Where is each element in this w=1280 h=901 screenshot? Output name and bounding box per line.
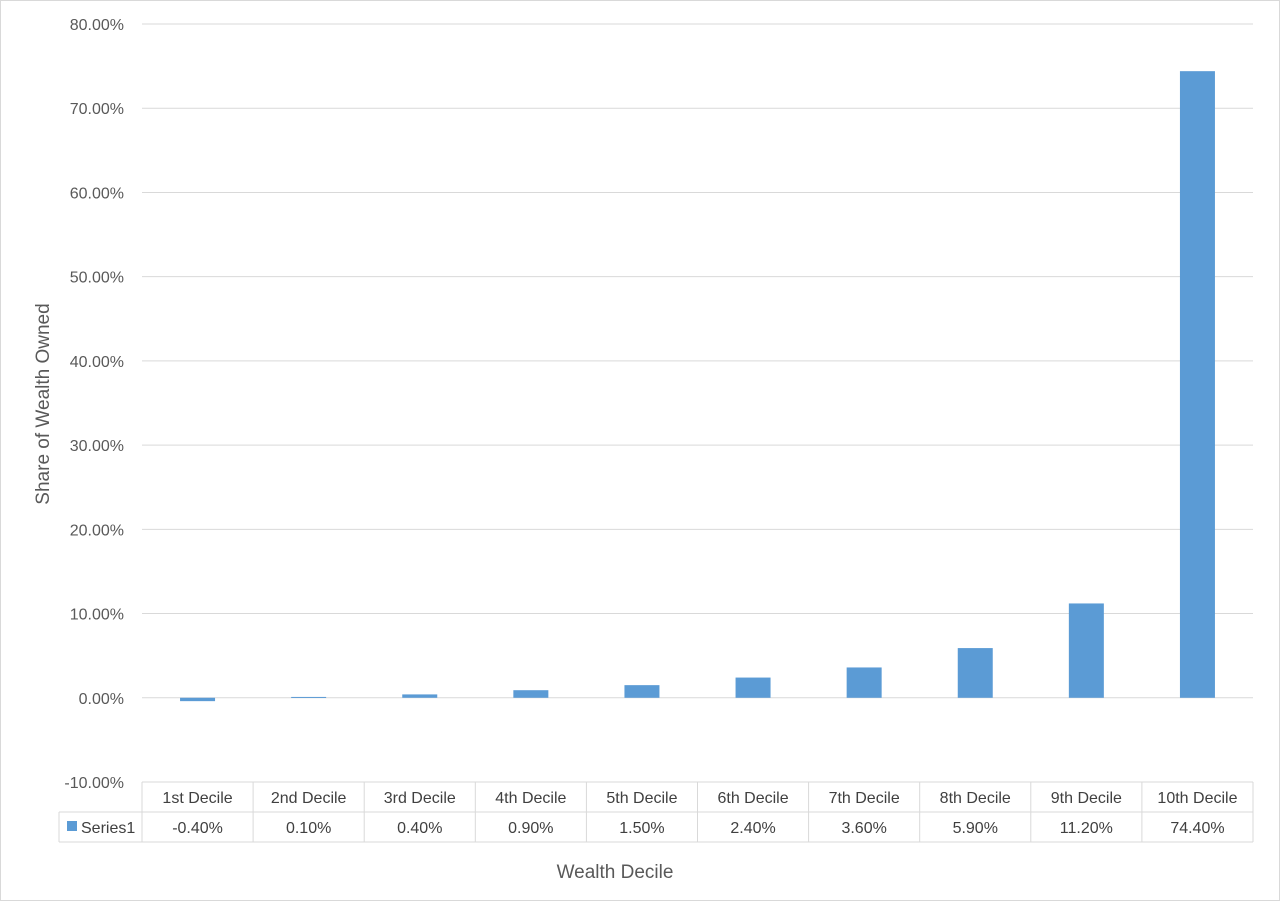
- y-tick-label: 80.00%: [70, 17, 124, 34]
- data-label: 0.90%: [508, 820, 553, 837]
- data-label: 74.40%: [1170, 820, 1224, 837]
- y-tick-label: 40.00%: [70, 354, 124, 371]
- bar: [1068, 603, 1104, 698]
- y-tick-label: 70.00%: [70, 101, 124, 118]
- y-tick-label: 20.00%: [70, 522, 124, 539]
- bar: [513, 690, 549, 698]
- data-label: 0.40%: [397, 820, 442, 837]
- data-label: 11.20%: [1060, 820, 1113, 837]
- x-tick-label: 10th Decile: [1157, 790, 1237, 807]
- data-table: 1st Decile -0.40% 2nd Decile 0.10% 3rd Decil…: [58, 781, 1254, 843]
- legend-swatch: [67, 821, 77, 831]
- x-axis-title: Wealth Decile: [557, 862, 674, 883]
- y-tick-label: 30.00%: [70, 438, 124, 455]
- data-label: 0.10%: [286, 820, 331, 837]
- x-tick-label: 6th Decile: [717, 790, 788, 807]
- x-tick-label: 2nd Decile: [271, 790, 347, 807]
- x-tick-label: 9th Decile: [1051, 790, 1122, 807]
- data-label: 1.50%: [619, 820, 664, 837]
- y-axis-ticks: 80.00% 70.00% 60.00% 50.00% 40.00% 30.00% 20.0…: [64, 17, 124, 792]
- bar-series: [180, 71, 1215, 702]
- x-tick-label: 8th Decile: [940, 790, 1011, 807]
- y-tick-label: 10.00%: [70, 607, 124, 624]
- bar: [957, 648, 993, 698]
- bar: [180, 697, 216, 702]
- data-label: 2.40%: [730, 820, 775, 837]
- gridlines: [142, 23, 1253, 699]
- y-axis-title: Share of Wealth Owned: [33, 303, 54, 504]
- y-tick-label: 50.00%: [70, 270, 124, 287]
- data-label: -0.40%: [172, 820, 223, 837]
- x-tick-label: 3rd Decile: [384, 790, 456, 807]
- y-tick-label: -10.00%: [64, 775, 124, 792]
- y-tick-label: 0.00%: [79, 691, 124, 708]
- x-tick-label: 5th Decile: [606, 790, 677, 807]
- bar: [1179, 71, 1215, 698]
- x-tick-label: 1st Decile: [162, 790, 232, 807]
- x-tick-label: 4th Decile: [495, 790, 566, 807]
- x-tick-label: 7th Decile: [829, 790, 900, 807]
- bar: [291, 696, 327, 698]
- data-label: 3.60%: [841, 820, 886, 837]
- y-tick-label: 60.00%: [70, 185, 124, 202]
- bar: [402, 694, 438, 698]
- legend-label: Series1: [81, 820, 135, 837]
- bar: [624, 685, 660, 698]
- bar: [846, 667, 882, 698]
- bar: [735, 677, 771, 698]
- data-label: 5.90%: [953, 820, 998, 837]
